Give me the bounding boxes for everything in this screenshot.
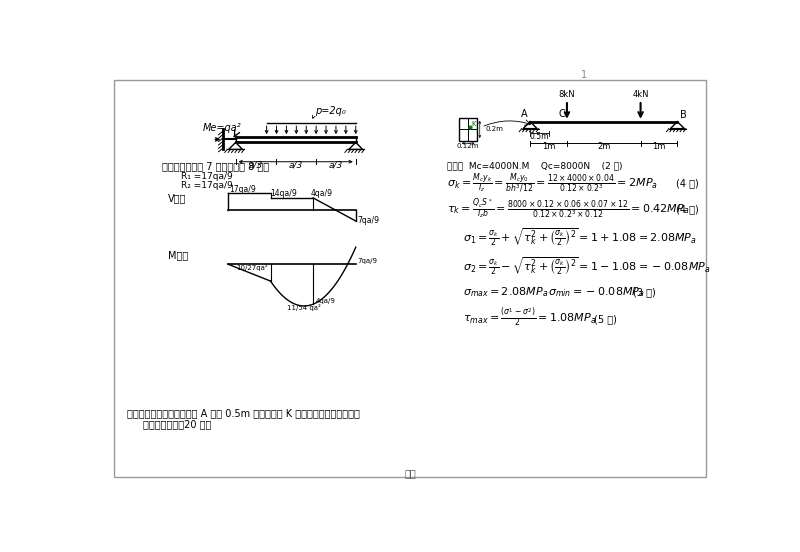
Text: a/3: a/3: [329, 161, 343, 170]
Text: 精品: 精品: [404, 468, 416, 478]
Text: 1: 1: [582, 70, 587, 80]
Text: $\sigma_{max} = 2.08MP_a$: $\sigma_{max} = 2.08MP_a$: [462, 285, 548, 299]
Text: 7qa/9: 7qa/9: [358, 215, 379, 225]
Text: 14qa/9: 14qa/9: [270, 189, 297, 198]
Text: a/3: a/3: [249, 161, 262, 170]
Text: R₁ =17qa/9: R₁ =17qa/9: [182, 172, 233, 182]
Text: $\sigma_{min} = -0.08MP_a$: $\sigma_{min} = -0.08MP_a$: [548, 285, 645, 299]
Text: $\sigma_k = \frac{M_c y_k}{I_z} = \frac{M_c y_0}{bh^3/12} = \frac{12 \times 4000: $\sigma_k = \frac{M_c y_k}{I_z} = \frac{…: [447, 171, 658, 196]
Text: 0.5m: 0.5m: [530, 131, 549, 141]
Text: $\tau_{max} = \frac{(\sigma^1 - \sigma^2)}{2} = 1.08MP_a$: $\tau_{max} = \frac{(\sigma^1 - \sigma^2…: [462, 306, 596, 328]
Text: C: C: [558, 109, 566, 119]
Text: 0.2m: 0.2m: [485, 126, 503, 132]
Text: 四、图示梁受力如图，求距 A 支座 0.5m 处横截面上 K 点的最大、最小正应力，: 四、图示梁受力如图，求距 A 支座 0.5m 处横截面上 K 点的最大、最小正应…: [127, 408, 360, 418]
Text: $\sigma_1 = \frac{\sigma_k}{2} + \sqrt{\tau_k^2 + \left(\frac{\sigma_k}{2}\right: $\sigma_1 = \frac{\sigma_k}{2} + \sqrt{\…: [462, 226, 697, 248]
Text: B: B: [680, 110, 686, 120]
Text: 1m: 1m: [652, 142, 666, 151]
Text: 8kN: 8kN: [558, 90, 575, 99]
Text: 4qa/9: 4qa/9: [315, 298, 335, 304]
Text: 17qa/9: 17qa/9: [230, 185, 256, 194]
Text: 7qa/9: 7qa/9: [358, 258, 378, 264]
Text: (5 分): (5 分): [594, 314, 618, 324]
Text: 1m: 1m: [542, 142, 555, 151]
Text: 11/54 qa²: 11/54 qa²: [286, 304, 321, 311]
Text: K: K: [471, 120, 476, 126]
Text: a/3: a/3: [289, 161, 303, 170]
Bar: [459, 118, 478, 141]
Text: 0.12m: 0.12m: [457, 143, 479, 149]
Text: 最大剑应力。（20 分）: 最大剑应力。（20 分）: [142, 420, 211, 429]
Text: R₂ =17qa/9: R₂ =17qa/9: [182, 181, 233, 190]
Text: 答案：  Mc=4000N.M    Qc=8000N    (2 分): 答案： Mc=4000N.M Qc=8000N (2 分): [447, 161, 622, 170]
Text: 4qa/9: 4qa/9: [310, 189, 333, 198]
Text: 2m: 2m: [597, 142, 610, 151]
Text: 4kN: 4kN: [632, 90, 649, 99]
Text: (4 分): (4 分): [676, 205, 698, 215]
Text: p=2q₀: p=2q₀: [315, 106, 346, 116]
Text: M、图: M、图: [168, 250, 189, 260]
Text: 答案：（剛力图 7 分，弯矩图 8 分）: 答案：（剛力图 7 分，弯矩图 8 分）: [162, 161, 269, 172]
Text: 10/27qa²: 10/27qa²: [237, 264, 268, 271]
Text: A: A: [521, 109, 528, 119]
Text: $\tau_k = \frac{Q_c S^*}{I_z b} = \frac{8000 \times 0.12 \times 0.06 \times 0.07: $\tau_k = \frac{Q_c S^*}{I_z b} = \frac{…: [447, 198, 690, 220]
Text: Me=qa²: Me=qa²: [203, 123, 242, 133]
Text: V、图: V、图: [168, 193, 186, 203]
Text: (3 分): (3 分): [634, 287, 656, 297]
Text: $\sigma_2 = \frac{\sigma_k}{2} - \sqrt{\tau_k^2 + \left(\frac{\sigma_k}{2}\right: $\sigma_2 = \frac{\sigma_k}{2} - \sqrt{\…: [462, 255, 710, 277]
Text: (4 分): (4 分): [676, 178, 698, 188]
